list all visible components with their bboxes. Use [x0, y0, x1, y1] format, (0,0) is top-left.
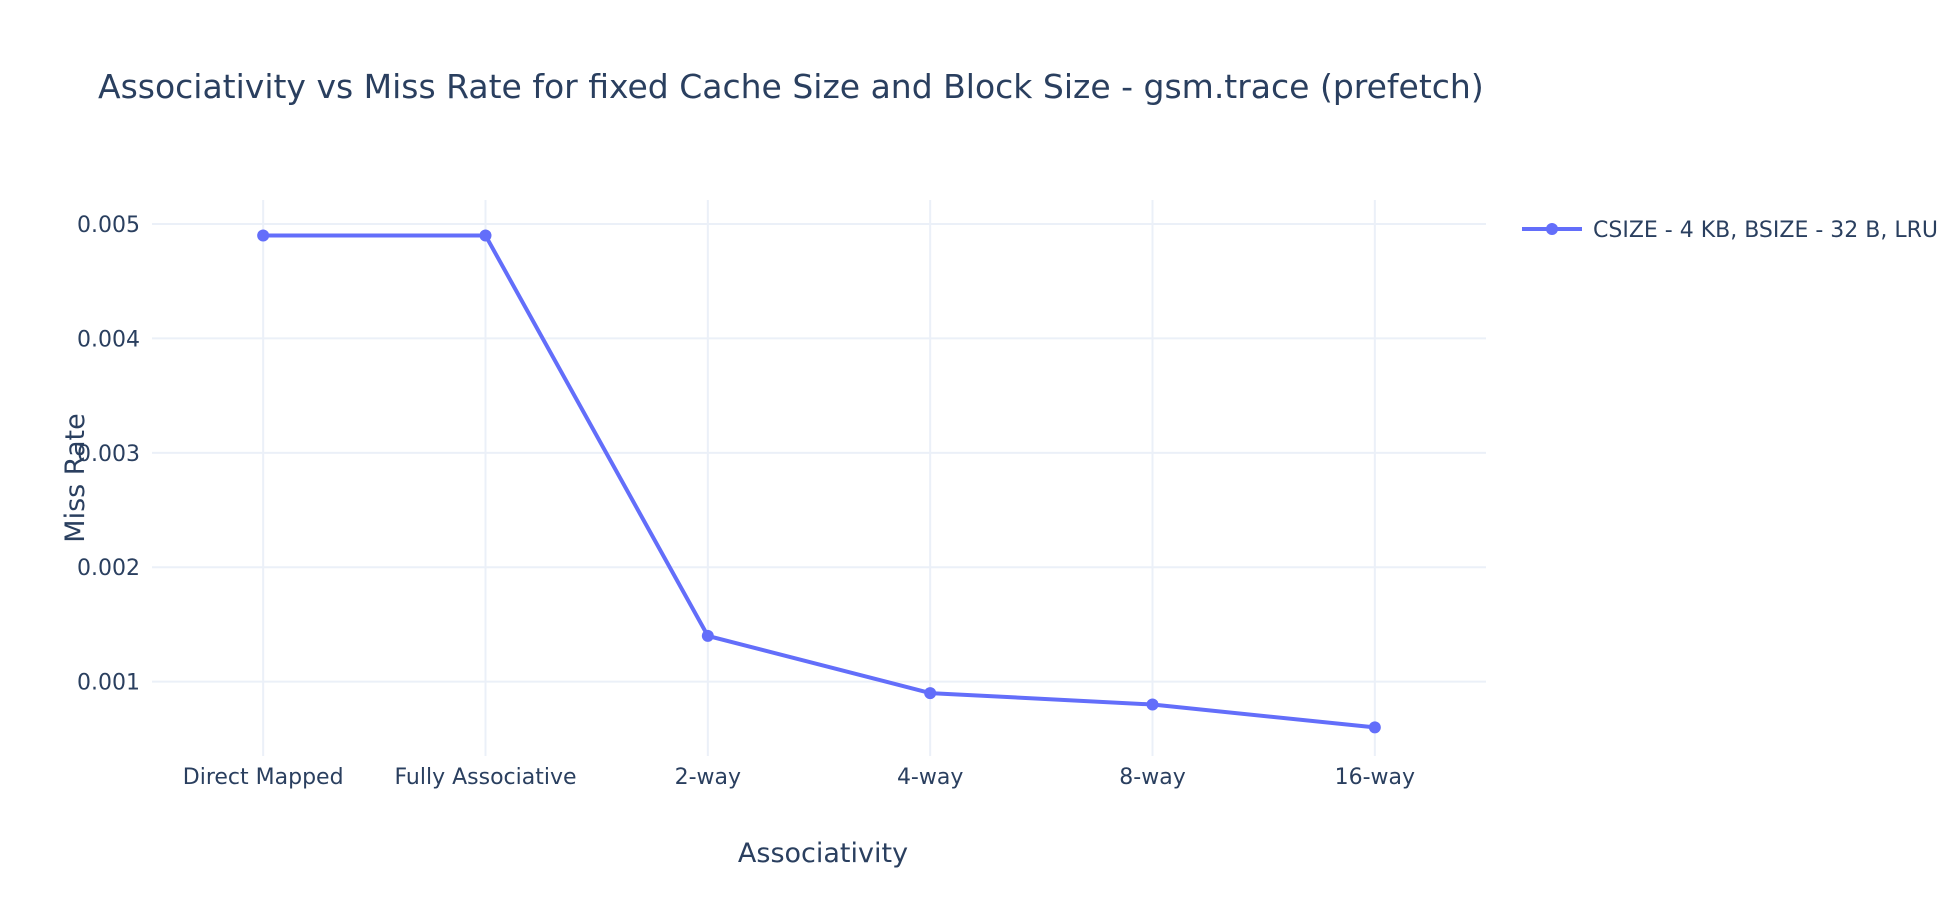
legend-entry-label: CSIZE - 4 KB, BSIZE - 32 B, LRU: [1593, 218, 1938, 243]
x-tick-label: 8-way: [1119, 765, 1185, 790]
data-point[interactable]: [924, 687, 937, 700]
x-tick-label: 16-way: [1335, 765, 1415, 790]
y-tick-label: 0.001: [77, 671, 140, 696]
x-axis-title: Associativity: [738, 838, 908, 869]
y-tick-label: 0.005: [77, 213, 140, 238]
x-tick-label: Fully Associative: [394, 765, 576, 790]
data-point[interactable]: [701, 629, 714, 642]
data-point[interactable]: [1368, 721, 1381, 734]
series-group: [257, 229, 1381, 734]
y-tick-label: 0.004: [77, 327, 140, 352]
data-point[interactable]: [1146, 698, 1159, 711]
y-tick-labels: 0.001 0.002 0.003 0.004 0.005: [77, 213, 140, 696]
x-tick-label: 2-way: [675, 765, 741, 790]
y-tick-label: 0.002: [77, 556, 140, 581]
series-line: [263, 233, 1376, 730]
x-tick-label: 4-way: [897, 765, 963, 790]
x-tick-label: Direct Mapped: [183, 765, 344, 790]
legend[interactable]: CSIZE - 4 KB, BSIZE - 32 B, LRU: [1522, 218, 1938, 243]
data-point[interactable]: [479, 229, 492, 242]
y-axis-title: Miss Rate: [60, 413, 91, 542]
chart-title: Associativity vs Miss Rate for fixed Cac…: [98, 67, 1484, 106]
legend-marker: [1546, 223, 1558, 235]
x-tick-labels: Direct Mapped Fully Associative 2-way 4-way…: [183, 765, 1415, 790]
y-tick-label: 0.003: [77, 442, 140, 467]
grid-lines: [152, 200, 1486, 756]
data-point[interactable]: [257, 229, 270, 242]
